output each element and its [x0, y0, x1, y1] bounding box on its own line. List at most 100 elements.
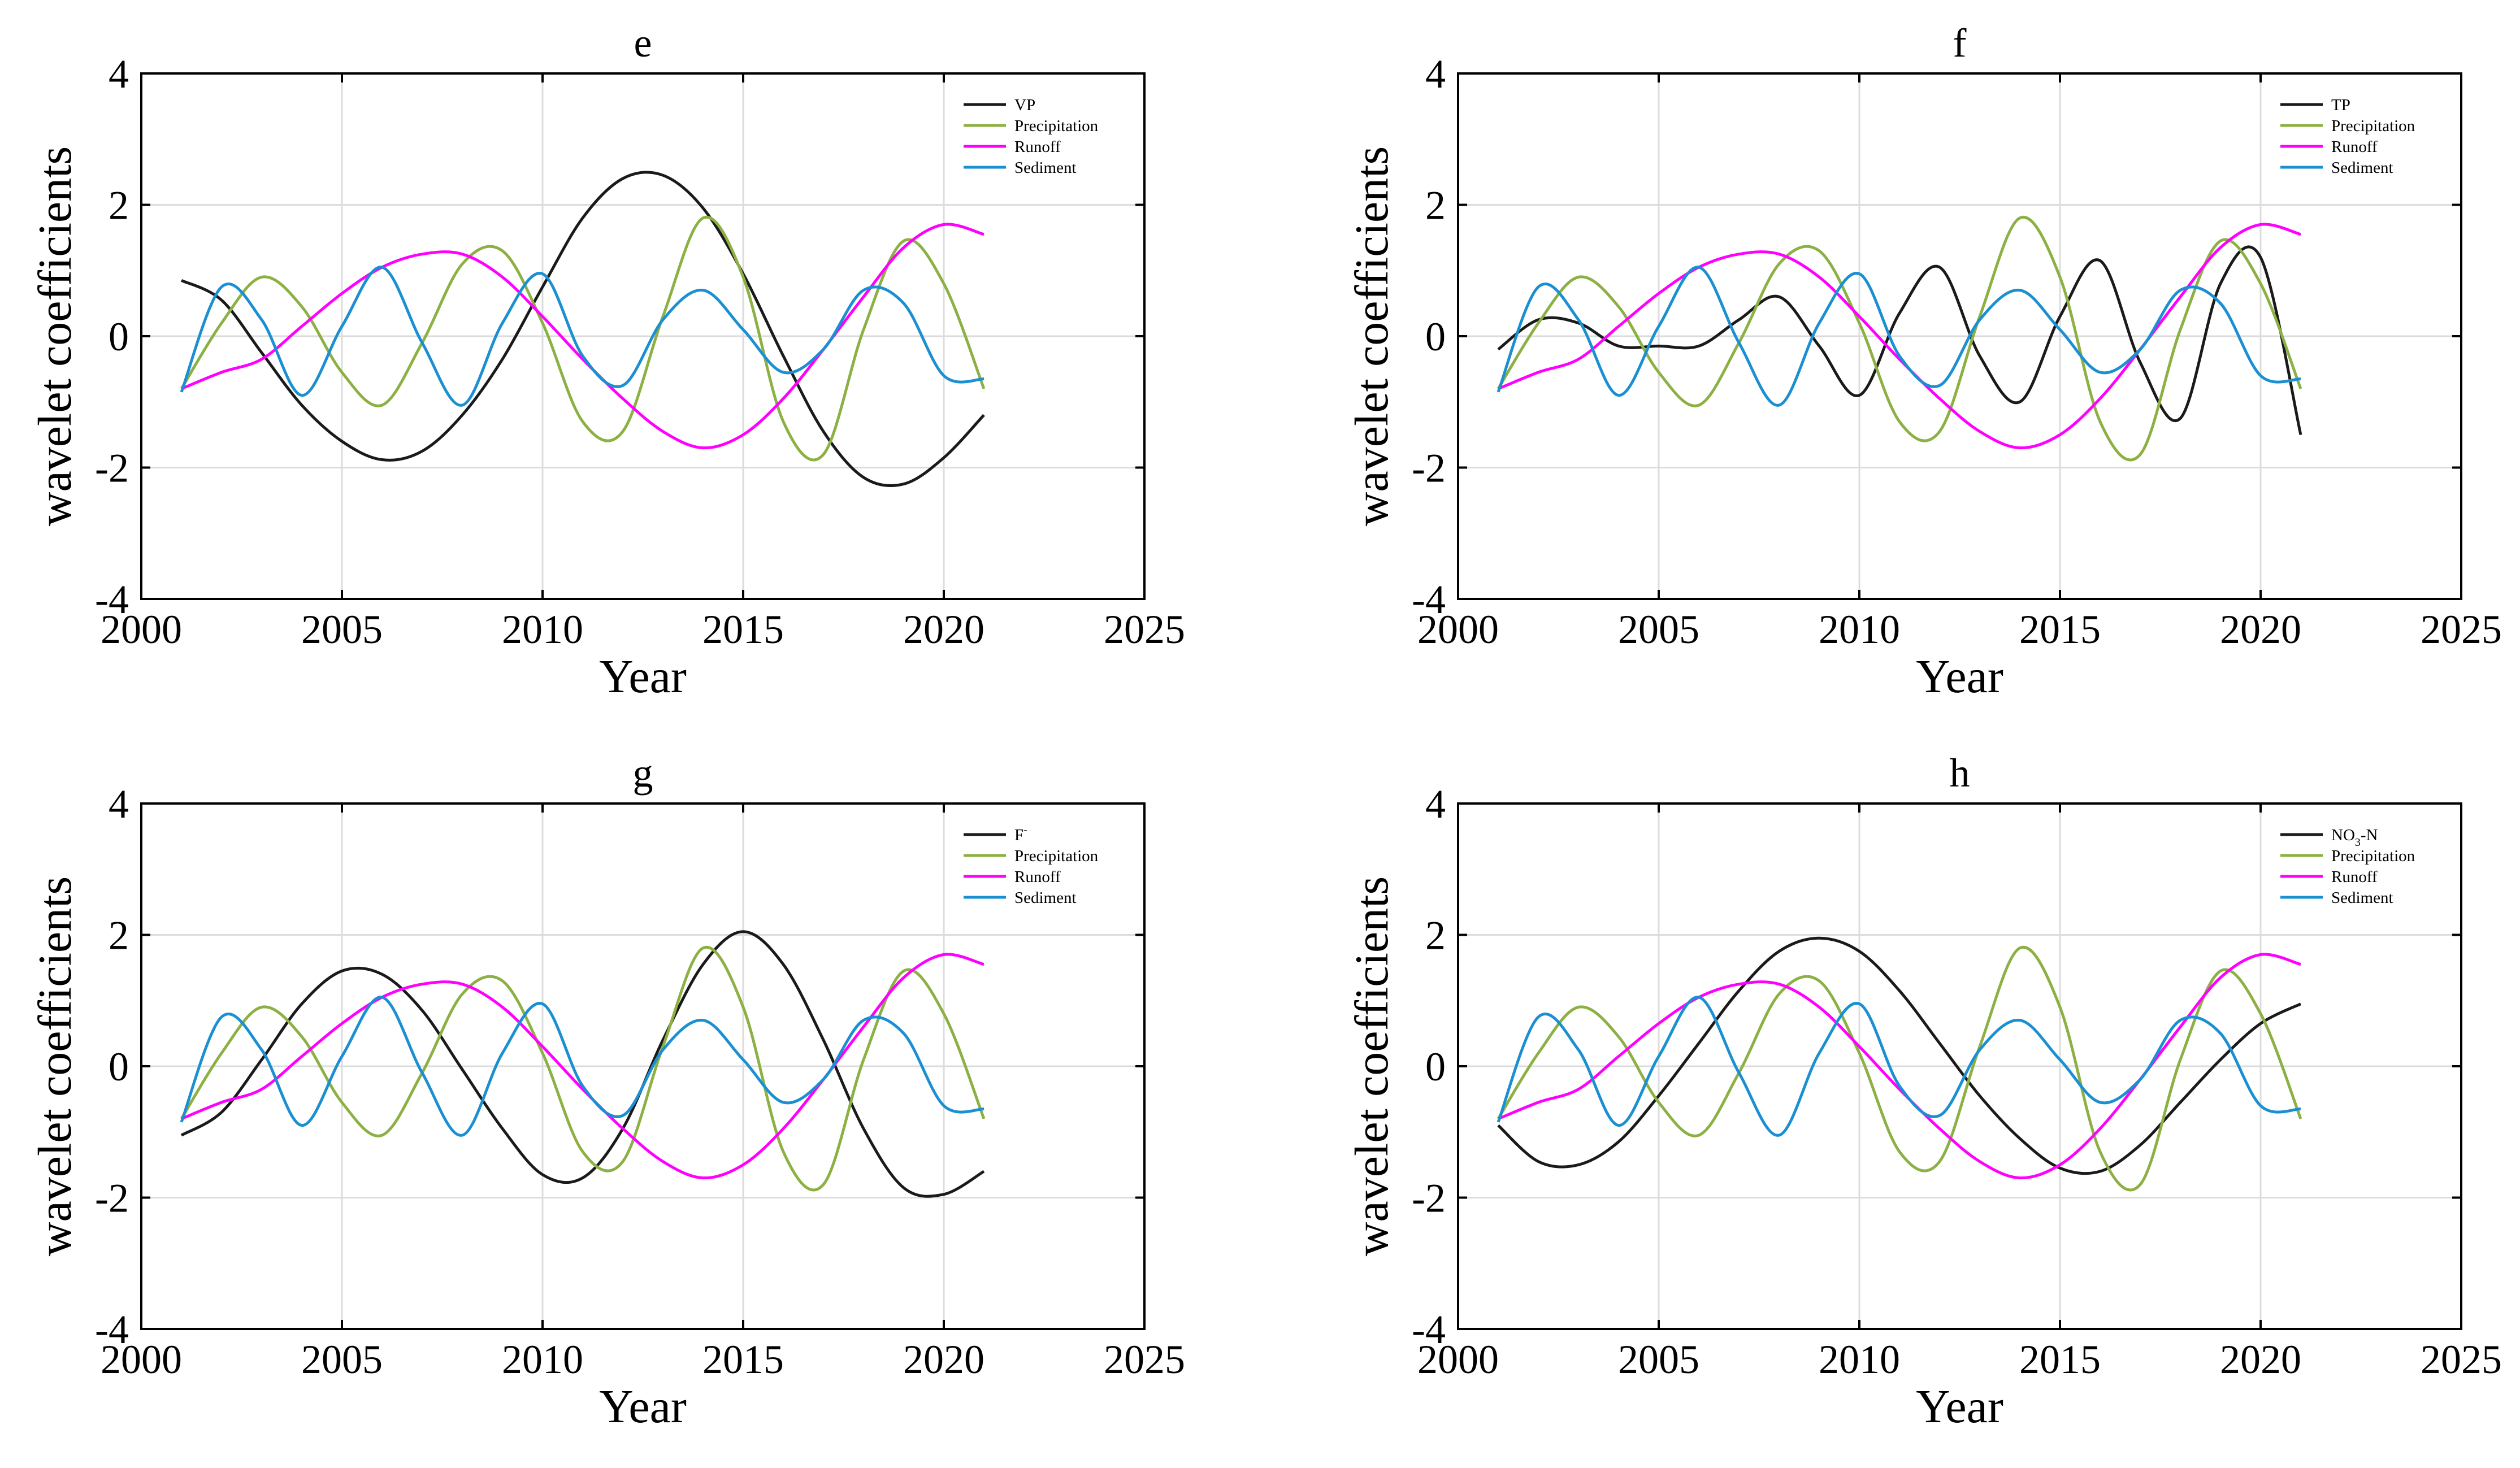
- legend-label-precipitation: Precipitation: [2331, 117, 2415, 135]
- y-tick-label: -2: [1412, 1176, 1446, 1221]
- series-line-vp: [180, 171, 985, 488]
- x-tick-label: 2025: [1104, 607, 1185, 652]
- series-line-sediment: [180, 266, 984, 407]
- y-axis-label: wavelet coefficients: [1346, 876, 1398, 1256]
- series-line-runoff: [1498, 223, 2301, 450]
- legend-label-f: F-: [1014, 824, 1027, 844]
- y-tick-label: -4: [95, 1307, 129, 1352]
- legend-label-runoff: Runoff: [2331, 868, 2378, 886]
- chart-panel-f: 2000 2005 2010 2015 2020 2025 -4 -2 0 2 4 f Year wave…: [1346, 20, 2502, 703]
- x-axis-label: Year: [1916, 650, 2003, 703]
- series-line-runoff: [181, 953, 984, 1180]
- chart-panel-e: 2000 2005 2010 2015 2020 2025 -4 -2 0 2 4 e Year wave…: [29, 20, 1185, 703]
- y-tick-label: 4: [1425, 781, 1446, 827]
- y-axis-label: wavelet coefficients: [29, 146, 81, 526]
- legend-label-sediment: Sediment: [2331, 159, 2393, 177]
- y-tick-label: 2: [1425, 183, 1446, 228]
- x-tick-label: 2005: [301, 1337, 383, 1382]
- series-line-precipitation: [1497, 215, 2302, 462]
- y-tick-label: -4: [95, 577, 129, 622]
- series-line-precipitation: [1497, 945, 2302, 1192]
- chart-title: h: [1950, 750, 1970, 796]
- x-tick-label: 2010: [502, 607, 583, 652]
- x-tick-label: 2000: [101, 607, 182, 652]
- legend-label-runoff: Runoff: [1014, 868, 1061, 886]
- x-tick-label: 2025: [2421, 607, 2502, 652]
- x-tick-label: 2015: [702, 607, 784, 652]
- series-line-no: [1497, 936, 2302, 1175]
- legend-label-sediment: Sediment: [1014, 159, 1077, 177]
- legend-label-sediment: Sediment: [2331, 889, 2393, 907]
- x-tick-label: 2020: [903, 1337, 984, 1382]
- x-tick-label: 2025: [1104, 1337, 1185, 1382]
- legend-label-sediment: Sediment: [1014, 889, 1077, 907]
- y-tick-label: 0: [109, 314, 129, 359]
- x-tick-label: 2020: [2220, 607, 2301, 652]
- x-axis-label: Year: [599, 1380, 687, 1433]
- x-tick-label: 2010: [1819, 1337, 1900, 1382]
- x-axis-label: Year: [1916, 1380, 2003, 1433]
- chart-title: f: [1953, 20, 1967, 66]
- legend: F- Precipitation Runoff Sediment: [964, 824, 1099, 907]
- y-axis-label: wavelet coefficients: [29, 876, 81, 1256]
- x-tick-label: 2005: [1618, 607, 1699, 652]
- x-tick-label: 2015: [2019, 1337, 2101, 1382]
- x-tick-label: 2015: [702, 1337, 784, 1382]
- series-line-runoff: [1498, 953, 2301, 1180]
- y-tick-label: -2: [95, 446, 129, 491]
- y-tick-label: 4: [109, 781, 129, 827]
- legend-label-tp: TP: [2331, 96, 2350, 114]
- x-tick-label: 2020: [2220, 1337, 2301, 1382]
- y-tick-label: 4: [1425, 51, 1446, 97]
- legend: VP Precipitation Runoff Sediment: [964, 96, 1099, 177]
- y-tick-label: -2: [1412, 446, 1446, 491]
- legend-label-vp: VP: [1014, 96, 1035, 114]
- series-group: [180, 930, 986, 1198]
- series-line-f: [180, 930, 985, 1198]
- x-tick-label: 2015: [2019, 607, 2101, 652]
- series-line-sediment: [1497, 996, 2301, 1137]
- x-tick-label: 2000: [1417, 607, 1499, 652]
- y-tick-label: -4: [1412, 1307, 1446, 1352]
- chart-panel-h: 2000 2005 2010 2015 2020 2025 -4 -2 0 2 4 h Year wave…: [1346, 750, 2502, 1433]
- series-line-precipitation: [180, 945, 986, 1192]
- legend-label-precipitation: Precipitation: [1014, 847, 1099, 865]
- series-group: [180, 171, 986, 488]
- series-line-sediment: [1497, 266, 2301, 407]
- y-tick-label: 0: [1425, 314, 1446, 359]
- y-tick-label: 0: [109, 1044, 129, 1089]
- legend-label-precipitation: Precipitation: [2331, 847, 2415, 865]
- legend-label-no: NO3-N: [2331, 826, 2378, 849]
- series-group: [1497, 936, 2302, 1192]
- x-tick-label: 2025: [2421, 1337, 2502, 1382]
- y-tick-label: 2: [1425, 913, 1446, 958]
- series-line-sediment: [180, 996, 984, 1137]
- chart-title: e: [634, 20, 652, 66]
- chart-title: g: [633, 750, 653, 796]
- y-tick-label: 2: [109, 913, 129, 958]
- x-tick-label: 2020: [903, 607, 984, 652]
- x-tick-label: 2000: [101, 1337, 182, 1382]
- series-line-tp: [1497, 245, 2302, 435]
- series-line-runoff: [181, 223, 984, 450]
- legend-label-runoff: Runoff: [2331, 138, 2378, 156]
- series-group: [1497, 215, 2302, 462]
- legend: TP Precipitation Runoff Sediment: [2280, 96, 2415, 177]
- y-axis-label: wavelet coefficients: [1346, 146, 1398, 526]
- y-tick-label: 0: [1425, 1044, 1446, 1089]
- y-tick-label: 4: [109, 51, 129, 97]
- y-tick-label: -2: [95, 1176, 129, 1221]
- x-tick-label: 2000: [1417, 1337, 1499, 1382]
- y-tick-label: -4: [1412, 577, 1446, 622]
- series-line-precipitation: [180, 215, 986, 462]
- y-tick-label: 2: [109, 183, 129, 228]
- x-tick-label: 2010: [1819, 607, 1900, 652]
- legend-label-precipitation: Precipitation: [1014, 117, 1099, 135]
- x-tick-label: 2005: [301, 607, 383, 652]
- legend-label-runoff: Runoff: [1014, 138, 1061, 156]
- x-tick-label: 2010: [502, 1337, 583, 1382]
- x-axis-label: Year: [599, 650, 687, 703]
- chart-panel-g: 2000 2005 2010 2015 2020 2025 -4 -2 0 2 4 g Year wave…: [29, 750, 1185, 1433]
